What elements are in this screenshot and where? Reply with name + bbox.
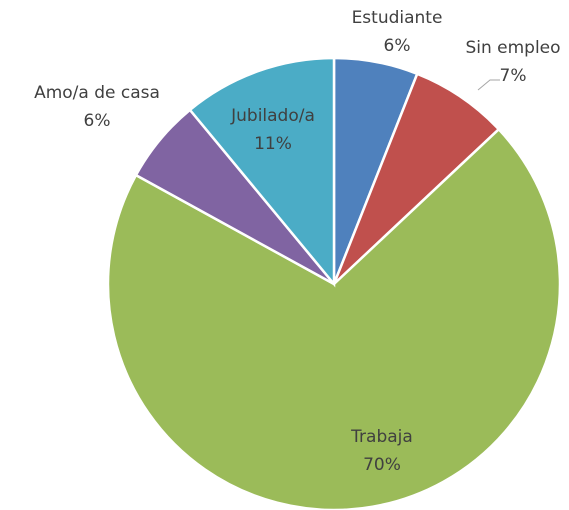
slice-label: Estudiante — [352, 8, 443, 28]
slice-value-label: 7% — [500, 66, 527, 86]
slice-value-label: 6% — [84, 111, 111, 131]
slice-value-label: 11% — [254, 134, 292, 154]
slice-label: Sin empleo — [465, 38, 560, 58]
slice-value-label: 6% — [384, 36, 411, 56]
slice-label: Jubilado/a — [230, 106, 315, 126]
slice-label: Trabaja — [350, 427, 413, 447]
pie-slice — [106, 127, 562, 510]
slice-value-label: 70% — [363, 455, 401, 475]
pie-slice — [188, 56, 336, 288]
leader-line — [477, 79, 500, 91]
slice-label: Amo/a de casa — [34, 83, 160, 103]
